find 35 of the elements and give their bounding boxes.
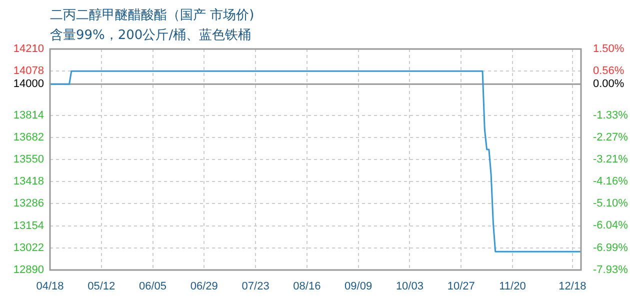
y2-tick-label: 0.00% — [593, 78, 624, 90]
chart-title: 二丙二醇甲醚醋酸酯（国产 市场价) — [50, 7, 254, 24]
x-tick-label: 07/23 — [242, 280, 270, 293]
y2-tick-label: 0.56% — [593, 65, 624, 78]
y-tick-label: 13154 — [13, 220, 44, 232]
y-tick-label: 13682 — [13, 131, 44, 144]
y2-tick-label: -4.16% — [593, 176, 628, 188]
x-tick-label: 05/12 — [88, 280, 116, 293]
y2-tick-label: -1.33% — [593, 109, 628, 122]
y2-tick-label: -7.93% — [593, 264, 628, 276]
y-tick-label: 13550 — [13, 154, 44, 166]
x-tick-label: 11/20 — [499, 280, 526, 293]
y2-tick-label: -5.10% — [593, 198, 628, 210]
y-tick-label: 14210 — [13, 43, 44, 56]
x-tick-label: 10/27 — [447, 280, 475, 293]
y2-tick-label: -3.21% — [593, 153, 628, 166]
y2-tick-label: -6.99% — [593, 242, 628, 254]
x-tick-label: 10/03 — [396, 280, 424, 293]
y2-tick-label: -6.04% — [593, 220, 628, 232]
y-tick-label: 14078 — [13, 65, 44, 78]
y-tick-label: 13814 — [13, 109, 44, 122]
y-tick-label: 14000 — [13, 78, 44, 90]
y-tick-label: 13418 — [13, 176, 44, 188]
y2-tick-label: -2.27% — [593, 131, 628, 144]
y-tick-label: 13022 — [13, 242, 44, 254]
y-tick-label: 12890 — [13, 264, 44, 276]
x-tick-label: 09/09 — [344, 280, 372, 293]
x-tick-label: 12/18 — [558, 280, 586, 293]
x-tick-label: 06/05 — [139, 280, 167, 293]
y-tick-label: 13286 — [13, 198, 44, 210]
x-tick-label: 04/18 — [36, 280, 64, 293]
chart-subtitle: 含量99%，200公斤/桶、蓝色铁桶 — [50, 27, 252, 44]
x-tick-label: 08/16 — [293, 280, 321, 293]
y2-tick-label: 1.50% — [593, 43, 624, 56]
x-tick-label: 06/29 — [190, 280, 218, 293]
